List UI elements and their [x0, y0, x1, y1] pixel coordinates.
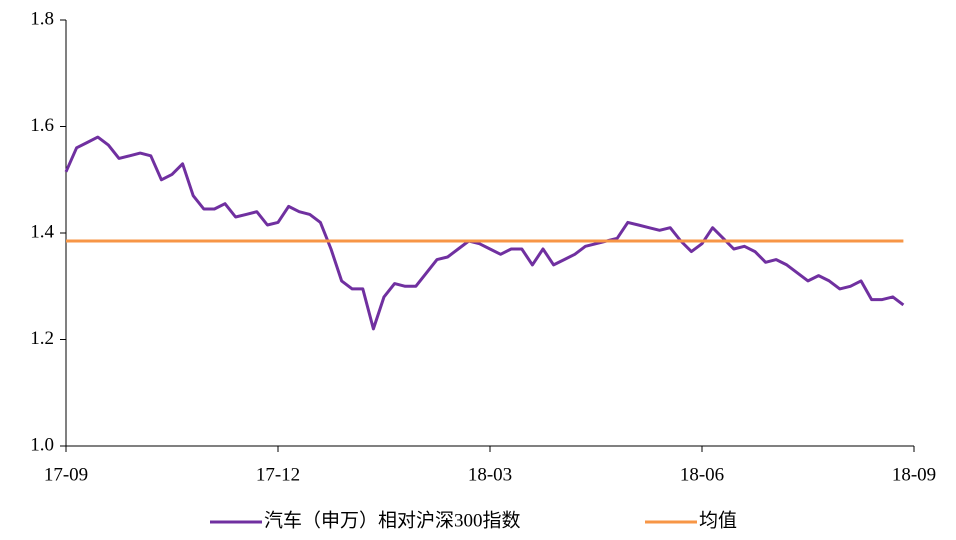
x-tick-label: 17-12 [256, 464, 300, 485]
legend-label: 均值 [699, 509, 737, 531]
legend-label: 汽车（申万）相对沪深300指数 [264, 509, 521, 531]
y-tick-label: 1.8 [30, 8, 54, 29]
x-tick-label: 18-09 [892, 464, 936, 485]
y-tick-label: 1.0 [30, 434, 54, 455]
x-tick-label: 18-06 [680, 464, 724, 485]
y-tick-label: 1.2 [30, 328, 54, 349]
x-tick-label: 18-03 [468, 464, 512, 485]
y-tick-label: 1.4 [30, 221, 54, 242]
series-line [64, 135, 905, 331]
x-tick-label: 17-09 [44, 464, 88, 485]
y-tick-label: 1.6 [30, 115, 54, 136]
